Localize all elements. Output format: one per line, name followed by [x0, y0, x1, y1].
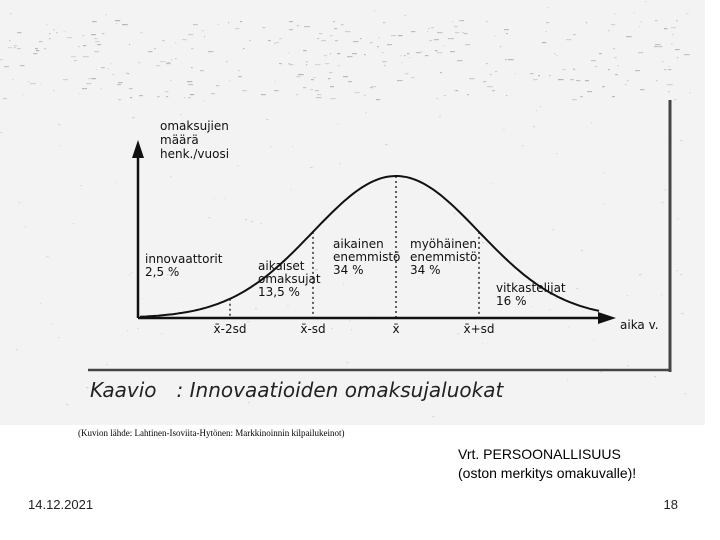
category-label-3: aikainen enemmistö 34 %	[333, 237, 400, 277]
footer-date: 14.12.2021	[28, 497, 94, 512]
compare-note: Vrt. PERSOONALLISUUS (oston merkitys oma…	[458, 445, 636, 483]
source-note: (Kuvion lähde: Lahtinen-Isoviita-Hytönen…	[78, 428, 345, 438]
category-label-4: myöhäinen enemmistö 34 %	[410, 237, 477, 277]
x-axis-arrow-icon	[598, 312, 616, 324]
x-axis-label: aika v.	[620, 318, 659, 332]
compare-note-line1: Vrt. PERSOONALLISUUS	[458, 446, 621, 462]
category-label-2: aikaiset omaksujat 13,5 %	[258, 259, 321, 299]
x-tick-label-3: x̄	[392, 322, 399, 336]
figure-frame	[88, 100, 672, 372]
scanned-figure: omaksujien määrä henk./vuosi aika v. x̄-2s…	[0, 0, 705, 425]
category-label-5: vitkastelijat 16 %	[496, 281, 566, 308]
caption-prefix: Kaavio	[90, 378, 157, 402]
x-tick-labels: x̄-2sd x̄-sd x̄ x̄+sd	[214, 322, 495, 336]
compare-note-line2: (oston merkitys omakuvalle)!	[458, 465, 637, 481]
caption-title: : Innovaatioiden omaksujaluokat	[176, 378, 504, 402]
figure-caption: Kaavio : Innovaatioiden omaksujaluokat	[90, 378, 503, 402]
adopter-category-labels: innovaattorit 2,5 % aikaiset omaksujat 13,5 …	[145, 237, 566, 308]
page-number: 18	[663, 497, 678, 512]
category-label-1: innovaattorit 2,5 %	[145, 252, 223, 279]
bell-curve	[139, 175, 600, 318]
y-axis-label-line-1: omaksujien	[160, 119, 229, 133]
y-axis-label-line-3: henk./vuosi	[160, 147, 229, 161]
x-tick-label-4: x̄+sd	[463, 322, 494, 336]
segment-dividers	[229, 176, 480, 318]
x-tick-label-2: x̄-sd	[300, 322, 325, 336]
scan-texture	[0, 1, 691, 418]
axes	[132, 140, 616, 324]
y-axis-arrow-icon	[132, 140, 144, 158]
y-axis-label-line-2: määrä	[160, 133, 199, 147]
x-tick-label-1: x̄-2sd	[214, 322, 247, 336]
